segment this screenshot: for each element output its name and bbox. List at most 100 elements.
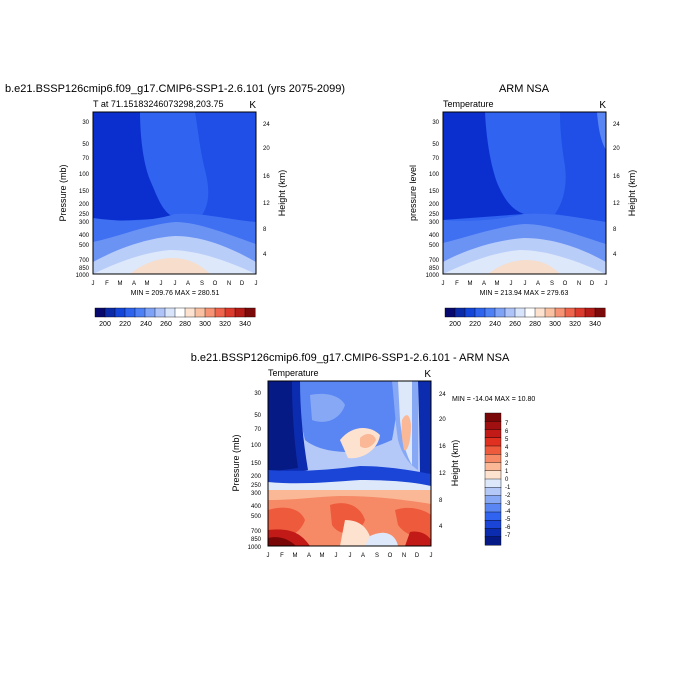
colorbar-swatch [564, 307, 576, 318]
panel1-x-tick: A [186, 281, 190, 287]
panel1-y-tick: 70 [82, 156, 89, 162]
panel3-x-tick: M [320, 553, 325, 559]
panel3-y2-tick: 24 [439, 392, 446, 398]
colorbar-swatch [574, 307, 586, 318]
panel1-colorbar: 200 220 240 260 280 300 320 340 [94, 307, 256, 328]
panel1-y-tick: 100 [79, 172, 90, 178]
panel1-title: b.e21.BSSP126cmip6.f09_g17.CMIP6-SSP1-2.… [5, 83, 345, 95]
panel3-colorbar-tick: 7 [505, 421, 509, 427]
colorbar-swatch [594, 307, 606, 318]
panel1-x-tick: F [105, 281, 109, 287]
panel3-y2-tick: 16 [439, 444, 446, 450]
colorbar-swatch [484, 528, 502, 538]
panel2-colorbar-tick: 240 [489, 321, 501, 328]
panel2-colorbar: 200 220 240 260 280 300 320 340 [444, 307, 606, 328]
panel3-y2-axis-label: Height (km) [450, 440, 460, 487]
panel2-y-tick: 50 [432, 142, 439, 148]
panel3-x-tick: D [415, 553, 420, 559]
panel2-x-tick: F [455, 281, 459, 287]
panel3-x-tick: A [361, 553, 365, 559]
panel2-y-tick: 700 [429, 258, 440, 264]
panel1-colorbar-tick: 320 [219, 321, 231, 328]
colorbar-swatch [494, 307, 506, 318]
panel2-y-tick: 1000 [426, 273, 440, 279]
panel2-x-tick: M [468, 281, 473, 287]
panel1-colorbar-tick: 200 [99, 321, 111, 328]
panel3-x-tick: J [335, 553, 338, 559]
panel3-colorbar-tick: -6 [505, 525, 511, 531]
panel3-x-tick: O [388, 553, 393, 559]
panel3-y-tick: 1000 [248, 545, 262, 551]
panel2-x-tick: O [563, 281, 568, 287]
panel3-units-label: K [424, 369, 431, 380]
colorbar-swatch [484, 511, 502, 521]
panel1-y-tick: 1000 [76, 273, 90, 279]
panel1-x-tick: D [240, 281, 245, 287]
colorbar-swatch [224, 307, 236, 318]
panel1-y-ticks: 30 50 70 100 150 200 250 300 400 500 700… [76, 120, 90, 279]
colorbar-swatch [464, 307, 476, 318]
panel3-y-tick: 150 [251, 461, 262, 467]
colorbar-swatch [484, 462, 502, 472]
panel3-contour-field [268, 381, 431, 546]
panel3-y2-tick: 12 [439, 471, 446, 477]
panel3-colorbar-tick: 5 [505, 437, 509, 443]
panel1-y2-tick: 8 [263, 227, 267, 233]
colorbar-swatch [554, 307, 566, 318]
colorbar-swatch [484, 495, 502, 505]
panel1-y-tick: 30 [82, 120, 89, 126]
panel3-colorbar-tick: 6 [505, 429, 509, 435]
panel3-y-tick: 50 [254, 413, 261, 419]
panel1-x-tick: S [200, 281, 204, 287]
panel1-y-tick: 500 [79, 243, 90, 249]
panel1-x-tick: M [145, 281, 150, 287]
panel2-y2-axis-label: Height (km) [627, 170, 637, 217]
panel1-y2-tick: 16 [263, 174, 270, 180]
colorbar-swatch [534, 307, 546, 318]
panel3-colorbar-tick: -7 [505, 533, 511, 539]
panel3-y-tick: 400 [251, 504, 262, 510]
panel3-plot-frame [267, 380, 432, 547]
panel1-colorbar-tick: 220 [119, 321, 131, 328]
panel1-x-tick: O [213, 281, 218, 287]
panel2-y-tick: 100 [429, 172, 440, 178]
panel3-colorbar-cells [484, 412, 502, 546]
panel3-x-tick: F [280, 553, 284, 559]
panel3-colorbar-tick: 2 [505, 461, 509, 467]
colorbar-swatch [144, 307, 156, 318]
panel1-minmax: MIN = 209.76 MAX = 280.51 [131, 290, 220, 297]
panel1-colorbar-tick: 300 [199, 321, 211, 328]
panel1-y-tick: 200 [79, 202, 90, 208]
panel2-x-tick: N [577, 281, 581, 287]
panel1-y-tick: 50 [82, 142, 89, 148]
colorbar-swatch [484, 470, 502, 480]
panel3-x-tick: N [402, 553, 406, 559]
panel2-minmax: MIN = 213.94 MAX = 279.63 [480, 290, 569, 297]
panel1-y2-tick: 24 [263, 122, 270, 128]
panel2-y-axis-label: pressure level [408, 165, 418, 221]
colorbar-swatch [154, 307, 166, 318]
panel3-title: b.e21.BSSP126cmip6.f09_g17.CMIP6-SSP1-2.… [191, 352, 510, 364]
panel3-x-tick: S [375, 553, 379, 559]
panel1-y2-axis-label: Height (km) [277, 170, 287, 217]
panel2-x-tick: J [442, 281, 445, 287]
colorbar-swatch [484, 454, 502, 464]
panel2-contour-field [443, 112, 606, 274]
panel2-x-tick: J [605, 281, 608, 287]
panel1-y2-tick: 20 [263, 146, 270, 152]
panel1-x-tick: M [118, 281, 123, 287]
panel3-colorbar-tick: 4 [505, 445, 509, 451]
colorbar-swatch [184, 307, 196, 318]
panel3-y-tick: 500 [251, 514, 262, 520]
panel1-x-tick: J [255, 281, 258, 287]
panel3-colorbar-tick: -1 [505, 485, 511, 491]
panel-difference: b.e21.BSSP126cmip6.f09_g17.CMIP6-SSP1-2.… [191, 352, 536, 559]
panel3-y2-tick: 8 [439, 498, 443, 504]
panel3-y-tick: 850 [251, 537, 262, 543]
panel2-y2-ticks: 24 20 16 12 8 4 [613, 122, 620, 258]
colorbar-swatch [194, 307, 206, 318]
colorbar-swatch [174, 307, 186, 318]
panel1-y-axis-label: Pressure (mb) [58, 164, 68, 221]
colorbar-swatch [234, 307, 246, 318]
